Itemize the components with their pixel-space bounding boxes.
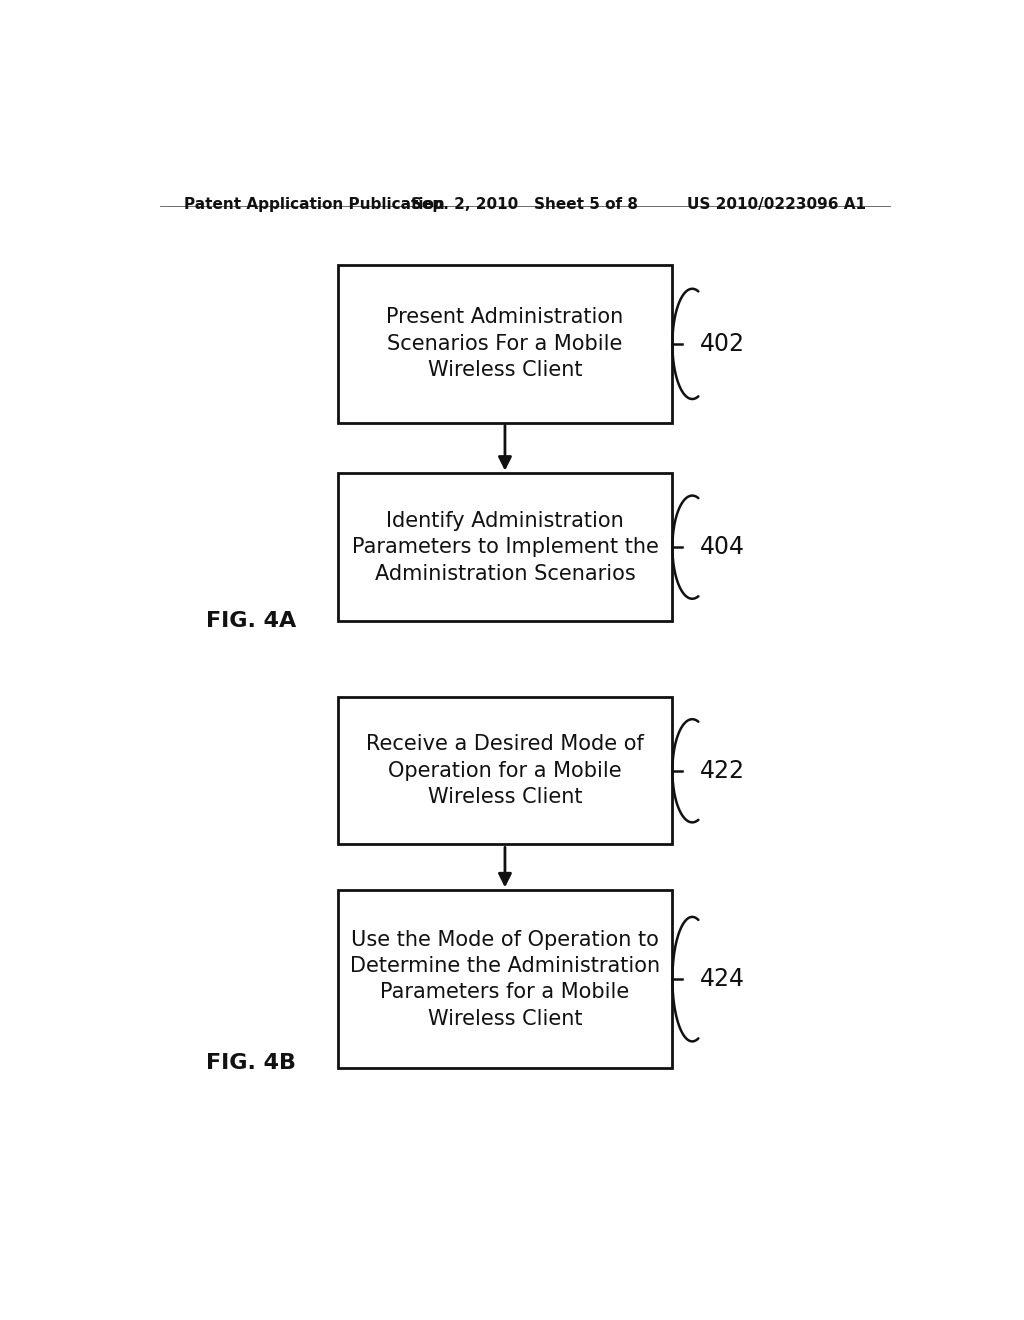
Text: Patent Application Publication: Patent Application Publication (183, 197, 444, 213)
Text: 402: 402 (700, 331, 745, 356)
Text: Receive a Desired Mode of
Operation for a Mobile
Wireless Client: Receive a Desired Mode of Operation for … (366, 734, 644, 808)
Text: Identify Administration
Parameters to Implement the
Administration Scenarios: Identify Administration Parameters to Im… (351, 511, 658, 583)
Text: FIG. 4B: FIG. 4B (206, 1053, 296, 1073)
Text: 404: 404 (700, 535, 745, 560)
Bar (338, 697, 672, 845)
Text: US 2010/0223096 A1: US 2010/0223096 A1 (687, 197, 866, 213)
Text: 422: 422 (700, 759, 745, 783)
Bar (338, 890, 672, 1068)
Bar (338, 474, 672, 620)
Text: Sep. 2, 2010   Sheet 5 of 8: Sep. 2, 2010 Sheet 5 of 8 (412, 197, 638, 213)
Bar (338, 265, 672, 422)
Text: Use the Mode of Operation to
Determine the Administration
Parameters for a Mobil: Use the Mode of Operation to Determine t… (350, 929, 660, 1028)
Text: Present Administration
Scenarios For a Mobile
Wireless Client: Present Administration Scenarios For a M… (386, 308, 624, 380)
Text: FIG. 4A: FIG. 4A (206, 611, 296, 631)
Text: 424: 424 (700, 968, 745, 991)
